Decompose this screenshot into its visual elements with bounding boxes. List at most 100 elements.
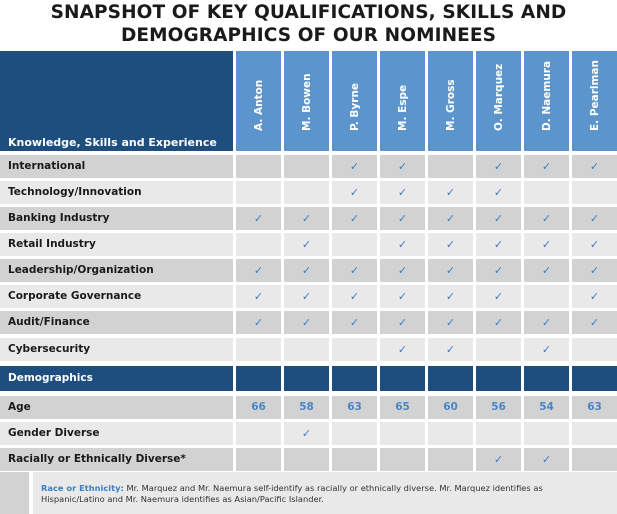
nominee-name: M. Espe [396,84,409,131]
check-icon: ✓ [428,311,473,334]
empty-cell [428,155,473,178]
footnote-heading: Race or Ethnicity: [41,483,124,493]
check-icon: ✓ [572,207,617,230]
empty-cell [236,181,281,204]
title-line-1: SNAPSHOT OF KEY QUALIFICATIONS, SKILLS A… [50,2,567,23]
demographics-header: Demographics [0,366,233,391]
empty-cell [380,422,425,445]
empty-cell [236,338,281,361]
age-value: 65 [380,396,425,419]
check-icon: ✓ [428,259,473,282]
check-icon: ✓ [428,207,473,230]
check-icon: ✓ [572,311,617,334]
check-icon: ✓ [572,285,617,308]
check-icon: ✓ [236,285,281,308]
check-icon: ✓ [380,207,425,230]
empty-cell [284,448,329,471]
check-icon: ✓ [524,448,569,471]
page-title: SNAPSHOT OF KEY QUALIFICATIONS, SKILLS A… [0,1,617,47]
nominee-header: A. Anton [236,51,281,151]
demographics-header-cell [284,366,329,391]
skill-row-label: Cybersecurity [0,338,233,361]
check-icon: ✓ [284,422,329,445]
empty-cell [380,448,425,471]
nominee-name: A. Anton [252,79,265,131]
check-icon: ✓ [236,311,281,334]
check-icon: ✓ [236,259,281,282]
check-icon: ✓ [428,285,473,308]
age-value: 54 [524,396,569,419]
check-icon: ✓ [380,155,425,178]
empty-cell [236,448,281,471]
check-icon: ✓ [332,285,377,308]
demographic-row-label: Racially or Ethnically Diverse* [0,448,233,471]
empty-cell [572,181,617,204]
header-label: Knowledge, Skills and Experience [8,136,217,149]
check-icon: ✓ [428,338,473,361]
check-icon: ✓ [476,181,521,204]
skill-row-label: Retail Industry [0,233,233,256]
check-icon: ✓ [332,207,377,230]
check-icon: ✓ [524,233,569,256]
check-icon: ✓ [236,207,281,230]
check-icon: ✓ [524,311,569,334]
check-icon: ✓ [380,259,425,282]
empty-cell [332,233,377,256]
empty-cell [332,422,377,445]
check-icon: ✓ [332,155,377,178]
empty-cell [476,422,521,445]
check-icon: ✓ [476,259,521,282]
skill-row-label: Audit/Finance [0,311,233,334]
skill-row-label: Banking Industry [0,207,233,230]
footnote: Race or Ethnicity: Mr. Marquez and Mr. N… [33,472,617,514]
nominee-header: M. Espe [380,51,425,151]
check-icon: ✓ [428,233,473,256]
empty-cell [428,422,473,445]
check-icon: ✓ [380,311,425,334]
nominee-name: M. Bowen [300,73,313,131]
empty-cell [332,448,377,471]
nominee-header: D. Naemura [524,51,569,151]
empty-cell [524,285,569,308]
empty-cell [236,233,281,256]
check-icon: ✓ [476,285,521,308]
nominee-header: P. Byrne [332,51,377,151]
footnote-marker-block [0,472,29,514]
check-icon: ✓ [572,259,617,282]
empty-cell [572,338,617,361]
check-icon: ✓ [524,155,569,178]
empty-cell [428,448,473,471]
check-icon: ✓ [380,338,425,361]
empty-cell [284,181,329,204]
check-icon: ✓ [524,259,569,282]
age-value: 63 [332,396,377,419]
nominee-name: M. Gross [444,79,457,131]
check-icon: ✓ [524,338,569,361]
check-icon: ✓ [476,448,521,471]
check-icon: ✓ [572,155,617,178]
check-icon: ✓ [332,181,377,204]
empty-cell [284,155,329,178]
check-icon: ✓ [284,259,329,282]
age-value: 60 [428,396,473,419]
nominee-header: O. Marquez [476,51,521,151]
skill-row-label: Leadership/Organization [0,259,233,282]
nominee-name: P. Byrne [348,82,361,131]
check-icon: ✓ [284,233,329,256]
check-icon: ✓ [380,285,425,308]
nominee-header: M. Gross [428,51,473,151]
nominee-name: O. Marquez [492,63,505,131]
empty-cell [524,422,569,445]
nominee-header: E. Pearlman [572,51,617,151]
empty-cell [236,422,281,445]
title-line-2: DEMOGRAPHICS OF OUR NOMINEES [120,25,497,46]
demographics-header-cell [476,366,521,391]
check-icon: ✓ [380,181,425,204]
empty-cell [236,155,281,178]
check-icon: ✓ [380,233,425,256]
check-icon: ✓ [476,311,521,334]
nominee-name: D. Naemura [540,60,553,131]
check-icon: ✓ [332,311,377,334]
check-icon: ✓ [284,311,329,334]
demographics-header-cell [332,366,377,391]
